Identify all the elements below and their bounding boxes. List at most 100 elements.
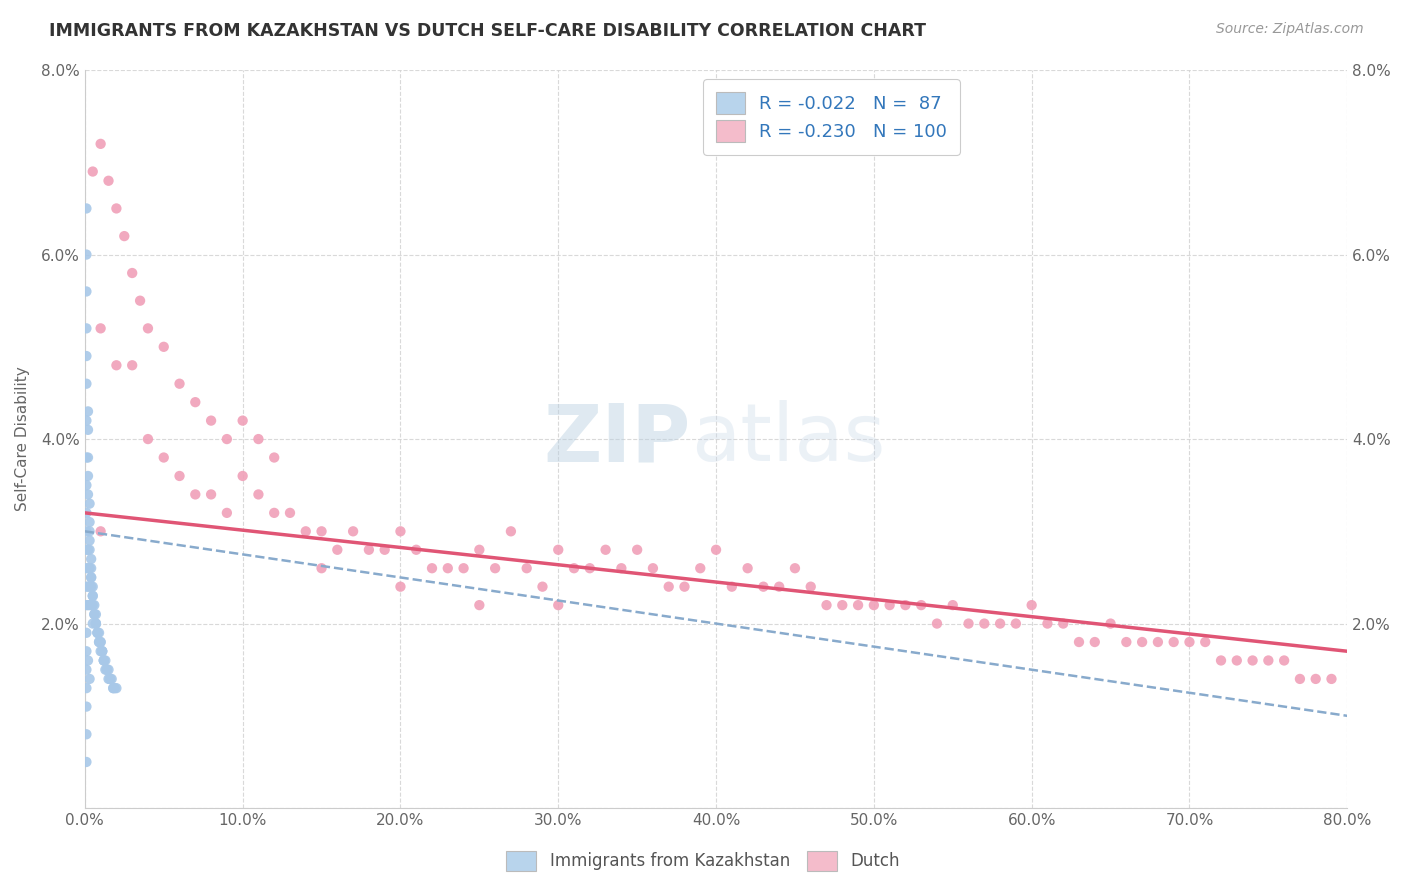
Point	[1163, 635, 1185, 649]
Point	[704, 542, 727, 557]
Point	[121, 358, 143, 372]
Point	[83, 598, 105, 612]
Point	[1099, 616, 1122, 631]
Point	[86, 625, 108, 640]
Point	[752, 580, 775, 594]
Point	[90, 635, 112, 649]
Point	[77, 580, 100, 594]
Point	[80, 570, 103, 584]
Point	[82, 616, 104, 631]
Point	[104, 681, 127, 695]
Point	[942, 598, 965, 612]
Point	[75, 727, 97, 741]
Point	[83, 607, 105, 622]
Point	[103, 681, 125, 695]
Point	[247, 487, 270, 501]
Text: Source: ZipAtlas.com: Source: ZipAtlas.com	[1216, 22, 1364, 37]
Point	[129, 293, 152, 308]
Point	[1036, 616, 1059, 631]
Point	[1084, 635, 1107, 649]
Point	[96, 663, 118, 677]
Point	[436, 561, 458, 575]
Point	[82, 598, 104, 612]
Point	[82, 589, 104, 603]
Point	[97, 663, 120, 677]
Point	[79, 561, 101, 575]
Point	[93, 653, 115, 667]
Point	[641, 561, 664, 575]
Point	[91, 644, 114, 658]
Point	[1209, 653, 1232, 667]
Point	[79, 672, 101, 686]
Point	[578, 561, 600, 575]
Point	[84, 616, 107, 631]
Point	[94, 663, 117, 677]
Point	[263, 450, 285, 465]
Y-axis label: Self-Care Disability: Self-Care Disability	[15, 367, 30, 511]
Point	[468, 598, 491, 612]
Point	[215, 432, 238, 446]
Point	[75, 321, 97, 335]
Point	[1130, 635, 1153, 649]
Point	[82, 164, 104, 178]
Point	[105, 358, 128, 372]
Point	[184, 487, 207, 501]
Point	[783, 561, 806, 575]
Point	[75, 663, 97, 677]
Point	[721, 580, 744, 594]
Point	[925, 616, 948, 631]
Point	[84, 616, 107, 631]
Point	[90, 136, 112, 151]
Point	[97, 174, 120, 188]
Point	[136, 321, 159, 335]
Point	[879, 598, 901, 612]
Point	[75, 202, 97, 216]
Point	[800, 580, 823, 594]
Point	[75, 625, 97, 640]
Point	[75, 414, 97, 428]
Point	[973, 616, 995, 631]
Point	[90, 644, 112, 658]
Text: IMMIGRANTS FROM KAZAKHSTAN VS DUTCH SELF-CARE DISABILITY CORRELATION CHART: IMMIGRANTS FROM KAZAKHSTAN VS DUTCH SELF…	[49, 22, 927, 40]
Point	[342, 524, 364, 539]
Point	[547, 598, 569, 612]
Point	[87, 625, 110, 640]
Point	[93, 653, 115, 667]
Point	[91, 644, 114, 658]
Point	[75, 506, 97, 520]
Point	[453, 561, 475, 575]
Point	[121, 266, 143, 280]
Legend: Immigrants from Kazakhstan, Dutch: Immigrants from Kazakhstan, Dutch	[498, 842, 908, 880]
Point	[105, 681, 128, 695]
Point	[278, 506, 301, 520]
Point	[96, 663, 118, 677]
Point	[1320, 672, 1343, 686]
Point	[468, 542, 491, 557]
Point	[86, 625, 108, 640]
Point	[97, 672, 120, 686]
Point	[610, 561, 633, 575]
Point	[894, 598, 917, 612]
Point	[77, 469, 100, 483]
Point	[595, 542, 617, 557]
Point	[75, 478, 97, 492]
Point	[75, 285, 97, 299]
Point	[1147, 635, 1170, 649]
Point	[499, 524, 522, 539]
Point	[86, 625, 108, 640]
Point	[1115, 635, 1137, 649]
Point	[75, 699, 97, 714]
Point	[80, 561, 103, 575]
Point	[405, 542, 427, 557]
Point	[846, 598, 869, 612]
Point	[79, 580, 101, 594]
Point	[82, 580, 104, 594]
Point	[673, 580, 696, 594]
Point	[863, 598, 886, 612]
Point	[77, 598, 100, 612]
Point	[831, 598, 853, 612]
Point	[98, 672, 121, 686]
Point	[815, 598, 838, 612]
Point	[77, 561, 100, 575]
Point	[1005, 616, 1028, 631]
